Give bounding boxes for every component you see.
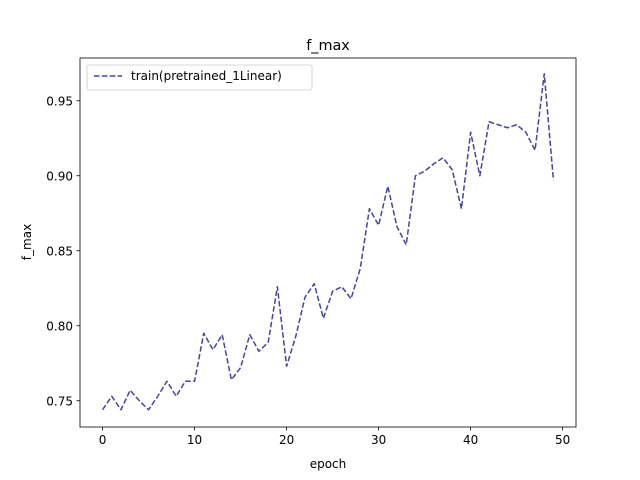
- y-tick-label: 0.90: [46, 169, 73, 183]
- y-axis: 0.75 0.80 0.85 0.90 0.95: [46, 94, 80, 408]
- x-tick-label: 30: [371, 433, 386, 447]
- x-tick-label: 40: [463, 433, 478, 447]
- y-tick-label: 0.75: [46, 394, 73, 408]
- y-axis-label: f_max: [20, 224, 34, 260]
- chart-title: f_max: [306, 38, 350, 54]
- x-tick-label: 50: [555, 433, 570, 447]
- series-line-0: [101, 73, 555, 411]
- x-tick-label: 20: [279, 433, 294, 447]
- x-axis-label: epoch: [310, 457, 347, 471]
- plot-area: [101, 73, 555, 411]
- y-tick-label: 0.85: [46, 244, 73, 258]
- x-tick-label: 0: [99, 433, 107, 447]
- x-tick-label: 10: [187, 433, 202, 447]
- x-axis: 0 10 20 30 40 50: [99, 427, 570, 447]
- legend: train(pretrained_1Linear): [86, 64, 313, 91]
- legend-box: [86, 64, 313, 91]
- y-tick-label: 0.95: [46, 94, 73, 108]
- axes-frame: [79, 57, 577, 428]
- legend-entry-label: train(pretrained_1Linear): [131, 69, 282, 83]
- y-tick-label: 0.80: [46, 319, 73, 333]
